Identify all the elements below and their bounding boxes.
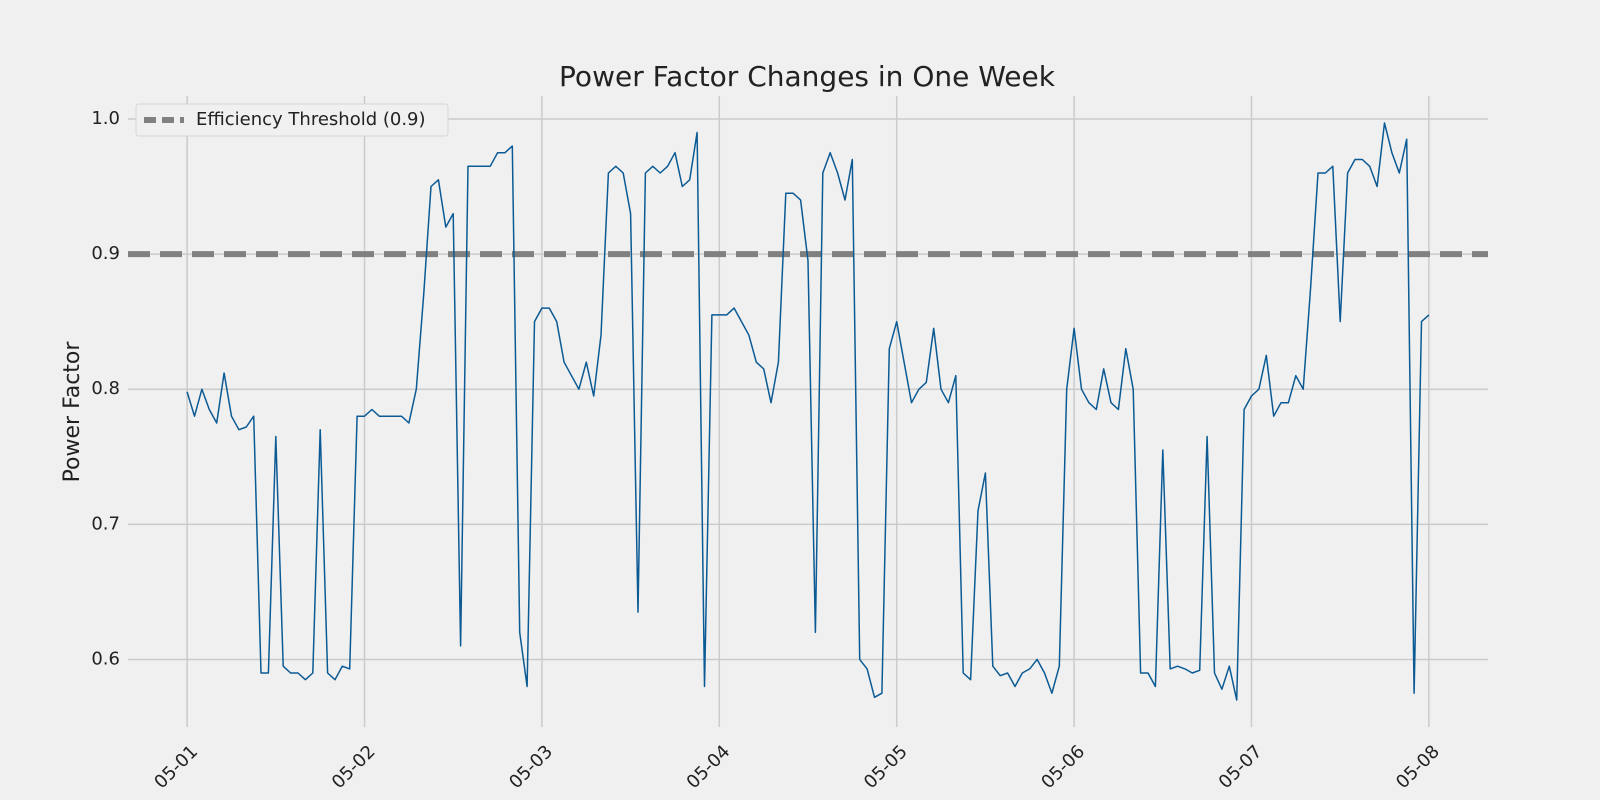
y-tick-label: 0.7 bbox=[91, 513, 120, 534]
chart-title: Power Factor Changes in One Week bbox=[559, 60, 1056, 93]
y-tick-label: 0.9 bbox=[91, 243, 120, 264]
y-axis-label: Power Factor bbox=[60, 341, 85, 483]
y-tick-label: 0.6 bbox=[91, 648, 120, 669]
legend-label: Efficiency Threshold (0.9) bbox=[196, 109, 426, 130]
legend-box bbox=[135, 103, 449, 137]
y-tick-label: 1.0 bbox=[91, 108, 120, 129]
data-line bbox=[186, 122, 1430, 701]
legend: Efficiency Threshold (0.9) bbox=[135, 103, 449, 137]
y-tick-label: 0.8 bbox=[91, 378, 120, 399]
